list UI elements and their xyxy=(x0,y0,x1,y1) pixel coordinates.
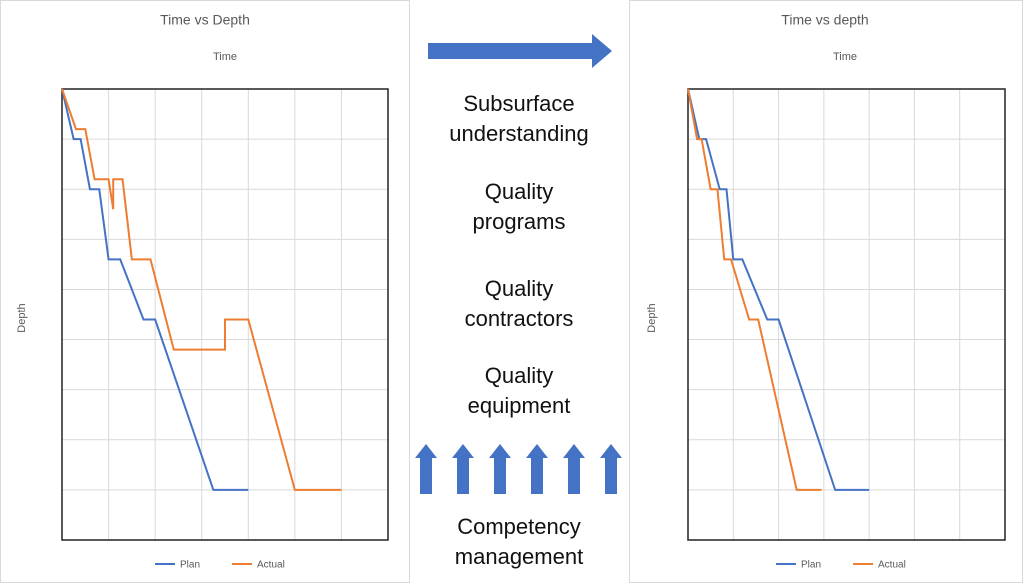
up-arrow xyxy=(563,444,585,494)
legend-label: Actual xyxy=(878,560,906,571)
legend-label: Actual xyxy=(257,560,285,571)
statement: Quality equipment xyxy=(468,363,571,418)
y-axis-label: Depth xyxy=(646,303,658,332)
statement: Subsurface understanding xyxy=(449,91,588,146)
up-arrow xyxy=(600,444,622,494)
x-axis-label: Time xyxy=(833,51,857,63)
statement: Quality programs xyxy=(473,179,566,234)
x-axis-label: Time xyxy=(213,51,237,63)
right-panel xyxy=(629,0,1023,583)
line-series xyxy=(687,88,870,491)
statement: Quality contractors xyxy=(465,276,574,331)
legend-label: Plan xyxy=(801,560,821,571)
legend-label: Plan xyxy=(180,560,200,571)
statement: Competency management xyxy=(455,514,583,569)
up-arrow xyxy=(415,444,437,494)
plot-frame xyxy=(687,88,1006,541)
line-series xyxy=(61,88,249,491)
chart-title: Time vs depth xyxy=(781,12,868,28)
chart-title: Time vs Depth xyxy=(160,12,250,28)
up-arrows xyxy=(415,444,622,494)
right-arrow xyxy=(428,34,612,68)
up-arrow xyxy=(489,444,511,494)
middle-texts: Subsurface understanding Quality programs Qu… xyxy=(449,91,588,569)
up-arrow xyxy=(452,444,474,494)
line-series xyxy=(687,88,822,491)
plot-frame xyxy=(61,88,389,541)
up-arrow xyxy=(526,444,548,494)
y-axis-label: Depth xyxy=(16,303,28,332)
line-series xyxy=(61,88,342,491)
